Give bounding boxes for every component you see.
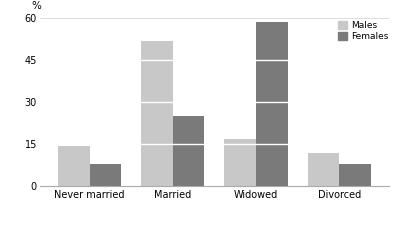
Y-axis label: %: % [31,1,41,11]
Bar [224,138,256,186]
Bar [90,164,121,186]
Bar [256,22,287,186]
Bar [141,41,173,186]
Bar [308,153,339,186]
Legend: Males, Females: Males, Females [338,21,388,41]
Bar [339,164,371,186]
Bar [58,146,90,186]
Bar [173,116,204,186]
